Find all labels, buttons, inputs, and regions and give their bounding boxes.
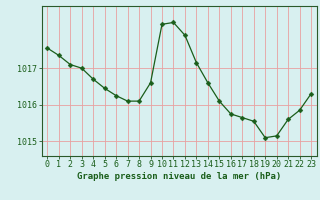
X-axis label: Graphe pression niveau de la mer (hPa): Graphe pression niveau de la mer (hPa) <box>77 172 281 181</box>
